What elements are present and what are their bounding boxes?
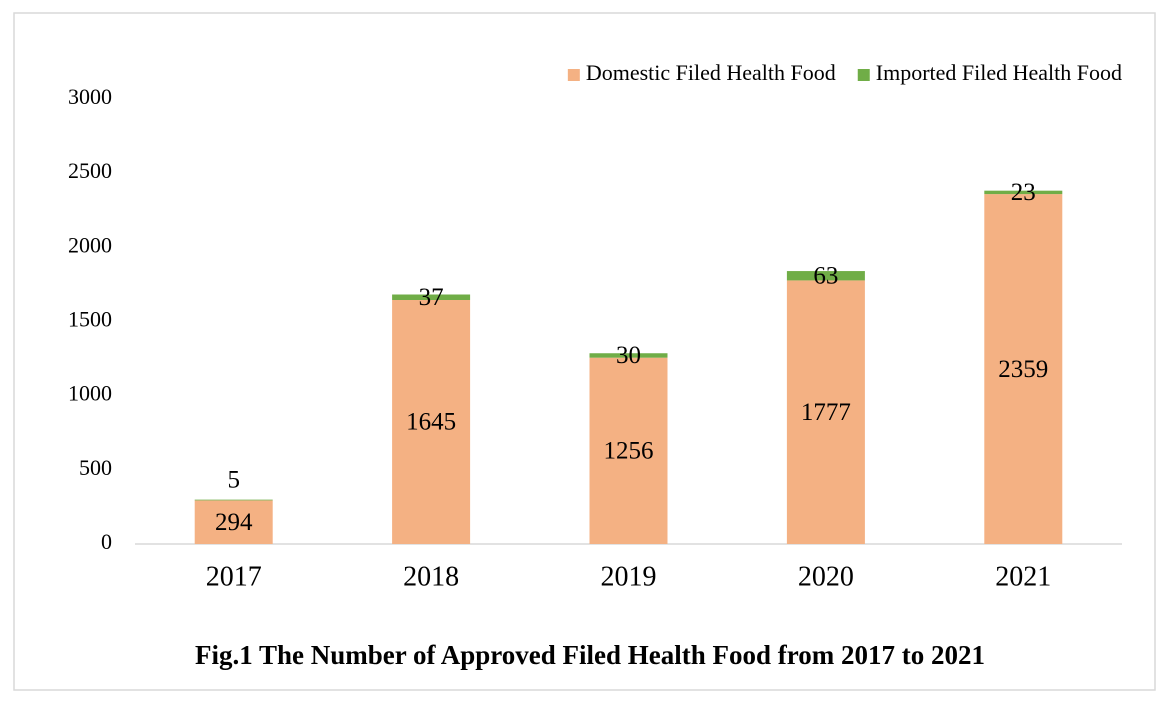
data-label: 5 [227, 466, 240, 493]
y-tick-label: 2500 [68, 158, 112, 183]
y-tick-label: 1500 [68, 307, 112, 332]
legend-swatch [857, 69, 870, 81]
bar-segment [984, 190, 1063, 195]
chart-title: Fig.1 The Number of Approved Filed Healt… [195, 640, 985, 670]
x-tick-label: 2019 [601, 561, 657, 592]
legend-label: Imported Filed Health Food [876, 60, 1122, 85]
bar-segment [194, 500, 273, 544]
bar-segment [589, 353, 668, 358]
data-label: 1777 [801, 399, 851, 426]
x-tick-label: 2018 [403, 561, 459, 592]
data-label: 37 [419, 284, 444, 311]
data-label: 2359 [998, 356, 1048, 383]
y-tick-label: 3000 [68, 84, 112, 109]
bar-segment [786, 280, 865, 544]
x-tick-label: 2021 [995, 561, 1051, 592]
legend-label: Domestic Filed Health Food [586, 60, 836, 85]
data-label: 63 [813, 262, 838, 289]
y-tick-label: 500 [79, 455, 112, 480]
y-tick-label: 1000 [68, 381, 112, 406]
y-tick-label: 0 [101, 529, 112, 554]
data-label: 23 [1011, 179, 1036, 206]
legend-swatch [567, 69, 580, 81]
frame [13, 12, 1156, 691]
x-tick-label: 2017 [206, 561, 262, 592]
bar-segment [392, 294, 471, 300]
bar-segment [194, 499, 273, 501]
data-label: 30 [616, 342, 641, 369]
bar-segment [589, 357, 668, 544]
data-label: 1645 [406, 409, 456, 436]
bar-segment [786, 271, 865, 281]
data-label: 1256 [604, 438, 654, 465]
y-tick-label: 2000 [68, 232, 112, 257]
bar-segment [392, 299, 471, 544]
x-tick-label: 2020 [798, 561, 854, 592]
bar-segment [984, 194, 1063, 544]
data-label: 294 [215, 509, 253, 536]
